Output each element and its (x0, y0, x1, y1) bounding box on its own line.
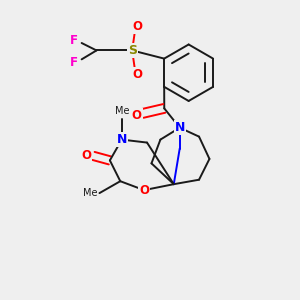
Text: O: O (81, 149, 91, 162)
Text: N: N (175, 121, 185, 134)
Text: N: N (117, 133, 127, 146)
Text: F: F (70, 56, 78, 69)
Text: S: S (128, 44, 137, 57)
Text: Me: Me (83, 188, 98, 198)
Text: O: O (133, 20, 142, 33)
Text: F: F (70, 34, 78, 46)
Text: O: O (132, 109, 142, 122)
Text: Me: Me (115, 106, 129, 116)
Text: O: O (139, 184, 149, 196)
Text: O: O (133, 68, 142, 81)
